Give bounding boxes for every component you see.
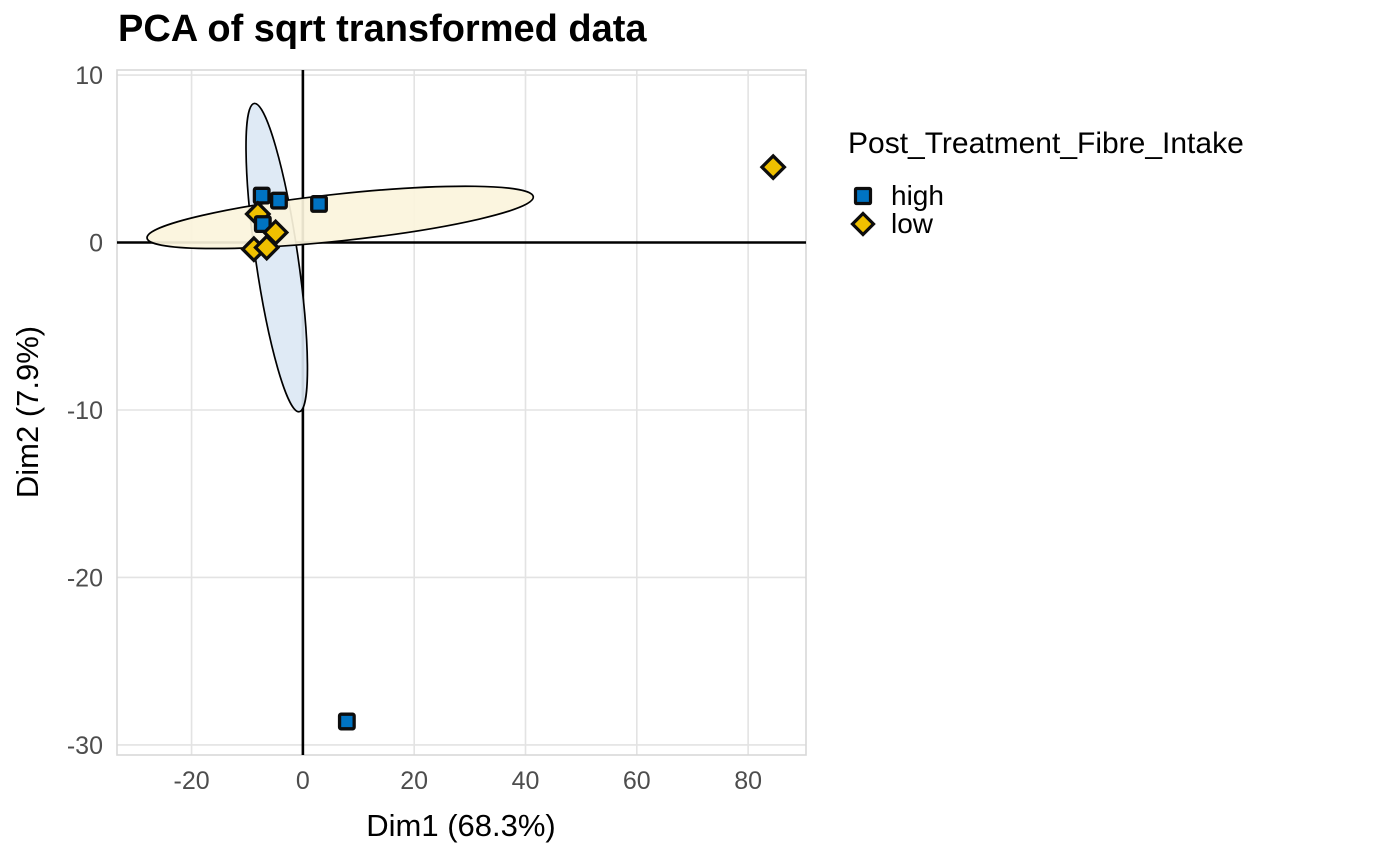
data-point-square-high (310, 195, 328, 213)
legend: Post_Treatment_Fibre_Intake high low (848, 127, 1244, 239)
legend-title: Post_Treatment_Fibre_Intake (848, 127, 1244, 160)
x-tick-label: -20 (174, 767, 210, 795)
legend-label-low: low (891, 208, 934, 239)
data-point-diamond-low (253, 233, 281, 262)
confidence-ellipses (146, 102, 535, 413)
origin-axis-lines (117, 70, 806, 755)
ellipse-high (245, 102, 309, 413)
panel-border (116, 69, 807, 756)
y-tick-label: -10 (67, 397, 103, 425)
ellipse-low (146, 185, 535, 250)
y-tick-label: -20 (67, 564, 103, 592)
data-points (240, 153, 787, 731)
legend-item-high: high (853, 180, 944, 211)
y-tick-label: -30 (67, 732, 103, 760)
x-tick-label: 60 (623, 767, 651, 795)
data-point-square-high (252, 186, 271, 205)
x-tick-label: 80 (734, 767, 762, 795)
data-point-square-high (253, 215, 272, 234)
x-tick-label: 40 (512, 767, 540, 795)
y-tick-label: 10 (75, 62, 103, 90)
data-point-diamond-low (759, 153, 787, 181)
chart-title: PCA of sqrt transformed data (118, 8, 647, 50)
x-axis-title: Dim1 (68.3%) (366, 808, 556, 843)
gridlines (117, 70, 806, 755)
x-tick-label: 0 (296, 767, 310, 795)
legend-key-diamond-icon (850, 211, 876, 237)
legend-item-low: low (850, 208, 934, 239)
x-tick-label: 20 (400, 767, 428, 795)
data-point-square-high (270, 191, 288, 210)
data-point-square-high (337, 712, 356, 731)
y-axis-title: Dim2 (7.9%) (10, 326, 45, 498)
y-tick-label: 0 (89, 230, 103, 258)
legend-key-square-icon (853, 186, 873, 206)
legend-label-high: high (891, 180, 944, 211)
